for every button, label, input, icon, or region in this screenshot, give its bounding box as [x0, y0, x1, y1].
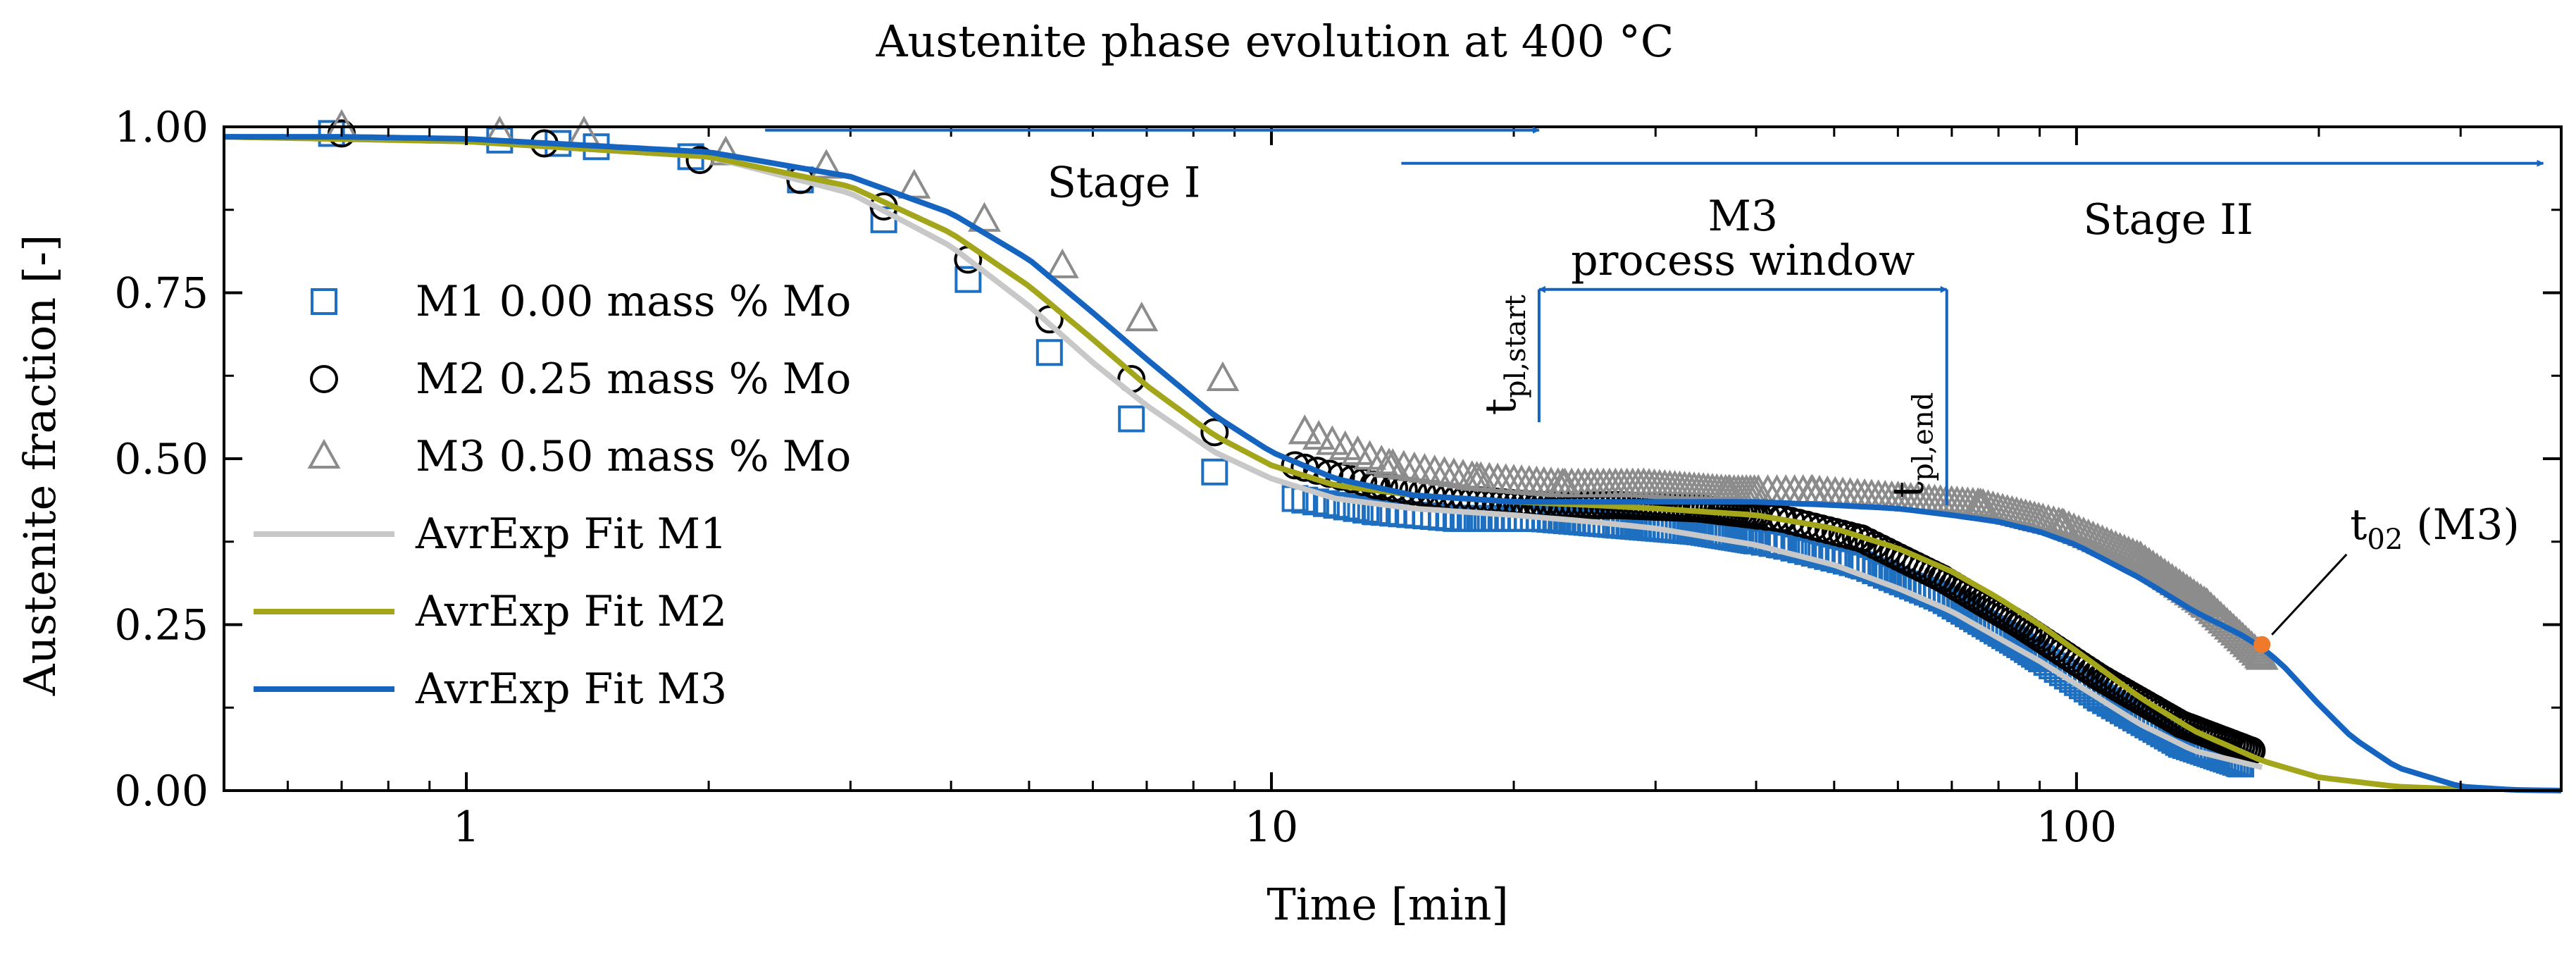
vline-label: tpl,end [1884, 392, 1940, 498]
x-tick-label: 10 [1245, 803, 1298, 852]
x-axis-label: Time [min] [1267, 879, 1508, 930]
data-point-square [1201, 458, 1228, 485]
vline-label: tpl,start [1476, 295, 1532, 415]
t02-leader-line [2271, 553, 2348, 636]
y-tick-label: 0.50 [114, 435, 209, 484]
data-point-dense-triangle [1428, 456, 1461, 486]
data-point-square [954, 266, 982, 293]
data-point-triangle [1206, 361, 1240, 391]
y-tick-label: 0.75 [114, 269, 209, 318]
data-point-dense-triangle [2067, 516, 2101, 547]
data-point-dense-triangle [2052, 510, 2086, 540]
data-point-dense-triangle [1398, 451, 1431, 481]
data-point-dense-triangle [2072, 518, 2105, 548]
data-point-dense-triangle [1418, 454, 1452, 485]
chart-title: Austenite phase evolution at 400 °C [876, 16, 1674, 67]
stage-i-label: Stage I [1047, 159, 1201, 208]
data-point-dense-triangle [2140, 552, 2174, 582]
data-point-dense-square [1787, 536, 1815, 564]
legend-label: AvrExp Fit M3 [415, 664, 727, 714]
data-point-dense-triangle [2086, 524, 2119, 555]
data-point-dense-triangle [2042, 506, 2076, 536]
vline-label-main: t [1884, 481, 1934, 498]
data-point-dense-triangle [2047, 508, 2081, 538]
data-point-dense-triangle [1387, 450, 1421, 480]
data-point-dense-square [1333, 493, 1360, 521]
fit-line-m2 [223, 134, 2461, 793]
y-tick-label: 1.00 [114, 103, 209, 152]
window-label-line2: process window [1571, 236, 1915, 285]
data-point-square [1035, 339, 1063, 366]
vline-label-sub: pl,start [1500, 295, 1532, 398]
data-point-square [318, 120, 345, 147]
x-tick-label: 1 [453, 803, 480, 852]
legend-label: AvrExp Fit M2 [415, 587, 727, 636]
data-point-dense-triangle [1376, 448, 1410, 478]
y-tick-label: 0.25 [114, 601, 209, 650]
data-point-dense-triangle [2077, 520, 2110, 550]
legend-label: AvrExp Fit M1 [415, 509, 727, 559]
legend-symbol-square [311, 288, 337, 315]
axes: 0.00 0.25 0.50 0.75 1.00 1 10 100 [114, 103, 2563, 852]
legend-label: M2 0.25 mass % Mo [416, 354, 851, 404]
data-point-circle [1200, 418, 1229, 447]
y-axis-label: Austenite fraction [-] [14, 235, 66, 697]
data-point-dense-triangle [2094, 528, 2128, 558]
data-point-dense-square [1766, 531, 1793, 558]
vline-label-sub: pl,end [1908, 392, 1940, 481]
legend: M1 0.00 mass % Mo M2 0.25 mass % Mo M3 0.5… [254, 277, 851, 714]
y-tick-label: 0.00 [114, 767, 209, 816]
data-point-triangle [809, 149, 843, 179]
data-point-dense-triangle [2136, 549, 2170, 579]
t02-label-rest: (M3) [2403, 500, 2520, 550]
data-point-dense-triangle [1315, 425, 1349, 455]
data-point-dense-triangle [2099, 530, 2132, 560]
stage-ii-label: Stage II [2083, 195, 2253, 245]
data-point-dense-square [1312, 490, 1340, 517]
data-point-dense-triangle [2062, 514, 2096, 545]
data-point-dense-square [1780, 534, 1807, 562]
data-point-dense-triangle [1288, 414, 1321, 445]
data-point-triangle [1045, 248, 1079, 278]
t02-label-main: t [2350, 500, 2367, 550]
data-point-dense-triangle [2116, 537, 2150, 567]
t02-label: t02 (M3) [2350, 500, 2520, 556]
data-point-dense-triangle [2144, 555, 2177, 585]
legend-label: M1 0.00 mass % Mo [416, 277, 851, 326]
data-point-dense-triangle [1408, 452, 1441, 483]
data-point-triangle [1125, 302, 1159, 332]
data-point-dense-square [1352, 496, 1380, 524]
legend-symbol-circle [310, 365, 338, 393]
data-point-dense-triangle [2128, 543, 2162, 574]
t02-marker [2253, 636, 2271, 653]
plot-area [223, 109, 2562, 793]
series-square [318, 120, 2255, 778]
data-point-dense-square [1323, 492, 1350, 519]
data-point-square [1118, 405, 1145, 433]
x-tick-label: 100 [2036, 803, 2117, 852]
fit-line-m3 [224, 134, 2562, 793]
data-point-dense-triangle [2124, 540, 2158, 571]
legend-label: M3 0.50 mass % Mo [416, 432, 851, 481]
data-point-dense-triangle [2090, 526, 2124, 557]
vline-label-main: t [1476, 398, 1526, 415]
data-point-dense-triangle [2103, 531, 2137, 562]
data-point-dense-square [1773, 533, 1800, 560]
data-point-dense-triangle [2120, 539, 2154, 569]
data-point-dense-square [1343, 495, 1370, 522]
t02-label-sub: 02 [2367, 524, 2403, 556]
data-point-dense-triangle [1302, 420, 1336, 450]
window-label-line1: M3 [1708, 192, 1779, 241]
data-point-dense-triangle [2132, 546, 2166, 577]
data-point-dense-triangle [2057, 512, 2091, 543]
legend-symbol-triangle [307, 438, 341, 469]
data-point-dense-triangle [2081, 522, 2115, 552]
